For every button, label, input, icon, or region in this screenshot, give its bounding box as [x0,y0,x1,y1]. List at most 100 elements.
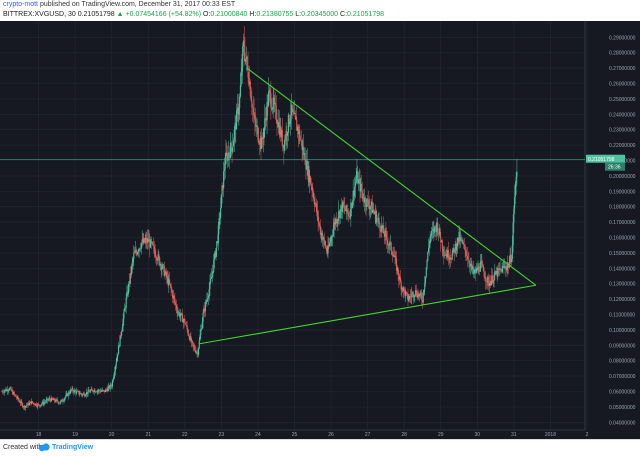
tradingview-brand[interactable]: TradingView [52,444,94,451]
candle-body [490,281,492,286]
candle-body [344,209,347,212]
candlestick-chart[interactable]: 0.04000000 0.05000000 0.06000000 0.07000000… [0,21,640,439]
candle-body [17,396,19,400]
candle-body [391,251,393,254]
candle-body [15,394,17,397]
candle-body [165,271,167,273]
x-tick-label: 2 [586,432,589,438]
y-tick-label: 0.15000000 [609,251,636,257]
candle-body [53,398,55,401]
y-tick-label: 0.20000000 [609,174,636,180]
candle-body [265,117,267,121]
candle-body [318,220,320,224]
candle-body [347,211,349,213]
chart-area[interactable]: 0.04000000 0.05000000 0.06000000 0.07000000… [0,21,640,439]
candle-body [20,401,22,404]
y-tick-label: 0.11000000 [609,313,635,319]
candle-body [128,283,130,285]
candle-body [406,292,408,295]
x-tick-label: 18 [36,432,42,438]
candle-body [443,251,445,256]
candle-body [379,223,381,230]
candle-body [207,296,209,299]
candle-body [199,334,201,341]
candle-body [396,259,398,271]
candle-body [288,114,290,125]
candle-body [198,340,200,349]
candle-body [96,390,98,393]
candle-body [233,140,235,147]
candle-body [333,222,335,229]
candle-body [258,142,261,145]
candle-body [41,403,43,405]
candle-body [361,190,363,194]
candle-body [34,404,36,406]
candle-body [482,264,484,266]
candle-body [3,390,5,393]
candle-body [405,292,407,296]
candle-body [290,115,292,122]
candle-body [325,247,328,252]
candle-body [60,399,62,402]
candle-body [368,204,370,210]
candle-body [10,387,12,391]
candle-body [260,138,262,149]
candle-body [243,40,245,53]
y-tick-label: 0.27000000 [609,66,636,72]
candle-body [156,257,158,261]
candle-body [238,107,240,115]
candle-body [123,311,125,319]
candle-body [424,282,426,290]
candle-body [398,275,400,280]
candle-body [130,266,133,275]
candle-body [251,100,253,107]
candle-body [92,389,94,392]
candle-body [234,122,236,130]
candle-body [101,391,103,392]
candle-body [274,102,276,104]
x-tick-label: 23 [219,432,225,438]
candle-body [380,229,382,232]
candle-body [423,289,425,293]
y-tick-label: 0.19000000 [609,189,636,195]
candle-body [181,313,183,315]
candle-body [367,198,369,200]
chart-header: crypto-mott published on TradingView.com… [0,0,640,21]
candle-body [235,122,237,130]
candle-body [63,400,65,402]
candle-body [133,252,136,254]
y-tick-label: 0.18000000 [609,205,636,211]
candle-body [401,287,403,290]
candle-body [253,112,255,116]
author-link[interactable]: crypto-mott [3,1,39,8]
candle-body [25,405,27,407]
candle-body [30,401,32,405]
candle-body [21,401,23,404]
candle-body [452,247,454,254]
footer: Created with TradingView [0,439,640,456]
candle-body [498,268,500,270]
candle-body [389,242,392,244]
high-value: 0.21380755 [256,11,294,18]
candle-body [456,237,459,247]
candle-body [77,390,79,392]
candle-body [210,278,212,282]
candle-body [402,287,404,292]
candle-body [427,252,429,261]
candle-body [395,256,397,260]
candle-body [140,248,142,250]
candle-body [332,228,334,236]
candle-body [153,245,155,246]
candle-body [193,345,195,347]
candle-body [319,223,321,227]
candle-body [415,290,417,296]
candle-body [173,295,175,299]
candle-body [293,111,295,115]
candle-body [468,259,470,264]
candle-body [412,292,414,298]
candle-body [269,90,271,94]
candle-body [249,81,251,96]
candle-body [455,243,457,251]
candle-body [481,261,483,265]
candle-body [204,302,206,312]
